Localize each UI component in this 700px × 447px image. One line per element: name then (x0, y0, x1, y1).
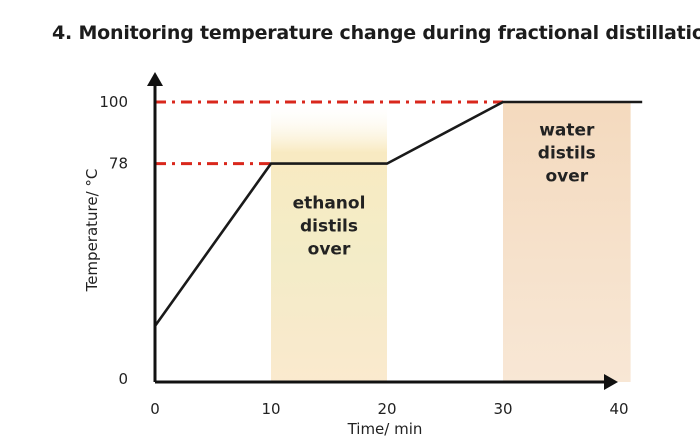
y-axis-label: Temperature/ °C (83, 169, 101, 293)
shaded-region-1 (271, 102, 387, 382)
x-tick-label-40: 40 (609, 400, 628, 418)
shaded-region-2 (503, 102, 631, 382)
y-tick-label-0: 0 (118, 370, 128, 388)
x-tick-label-0: 0 (150, 400, 160, 418)
ethanol-annotation-line-2: distils (300, 216, 358, 236)
ethanol-annotation-line-3: over (308, 239, 351, 259)
y-tick-label-78: 78 (109, 155, 128, 173)
x-tick-label-10: 10 (261, 400, 280, 418)
water-annotation-line-3: over (545, 167, 588, 187)
ethanol-annotation-line-1: ethanol (293, 193, 366, 213)
water-annotation-line-1: water (539, 121, 595, 141)
temperature-line (153, 100, 643, 327)
x-tick-label-30: 30 (493, 400, 512, 418)
x-tick-label-20: 20 (377, 400, 396, 418)
x-axis-label: Time/ min (347, 420, 423, 438)
chart-title: 4. Monitoring temperature change during … (52, 22, 700, 44)
water-annotation-line-2: distils (538, 144, 596, 164)
y-tick-label-100: 100 (99, 93, 128, 111)
y-axis-arrowhead (147, 72, 163, 86)
x-axis-arrowhead (604, 374, 618, 390)
